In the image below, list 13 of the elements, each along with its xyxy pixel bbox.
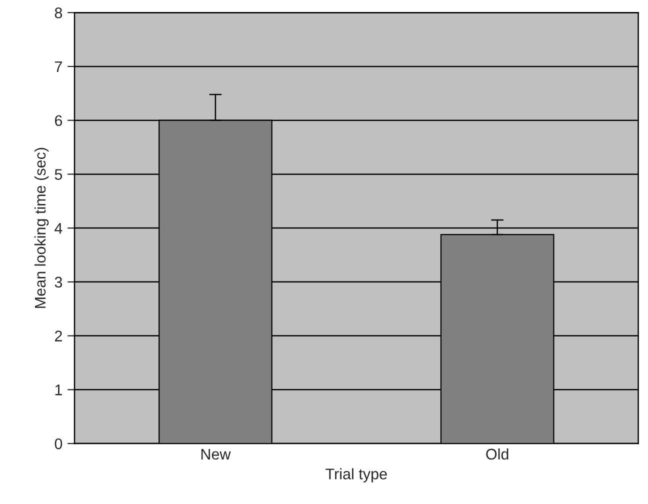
y-tick-label: 0 (54, 438, 62, 450)
y-tick-label: 2 (54, 330, 62, 342)
y-tick-label: 1 (55, 384, 62, 396)
y-tick-label: 8 (54, 7, 62, 18)
x-tick-label: Old (486, 448, 508, 460)
y-tick-label: 6 (54, 115, 62, 126)
y-tick-label: 7 (55, 61, 62, 72)
y-tick-label: 4 (54, 223, 62, 234)
x-axis-title: Trial type (326, 468, 387, 482)
y-axis-title: Mean looking time (sec) (34, 148, 49, 308)
y-tick-label: 5 (54, 169, 62, 180)
y-tick-label: 3 (54, 276, 62, 288)
x-tick-label: New (201, 448, 231, 460)
